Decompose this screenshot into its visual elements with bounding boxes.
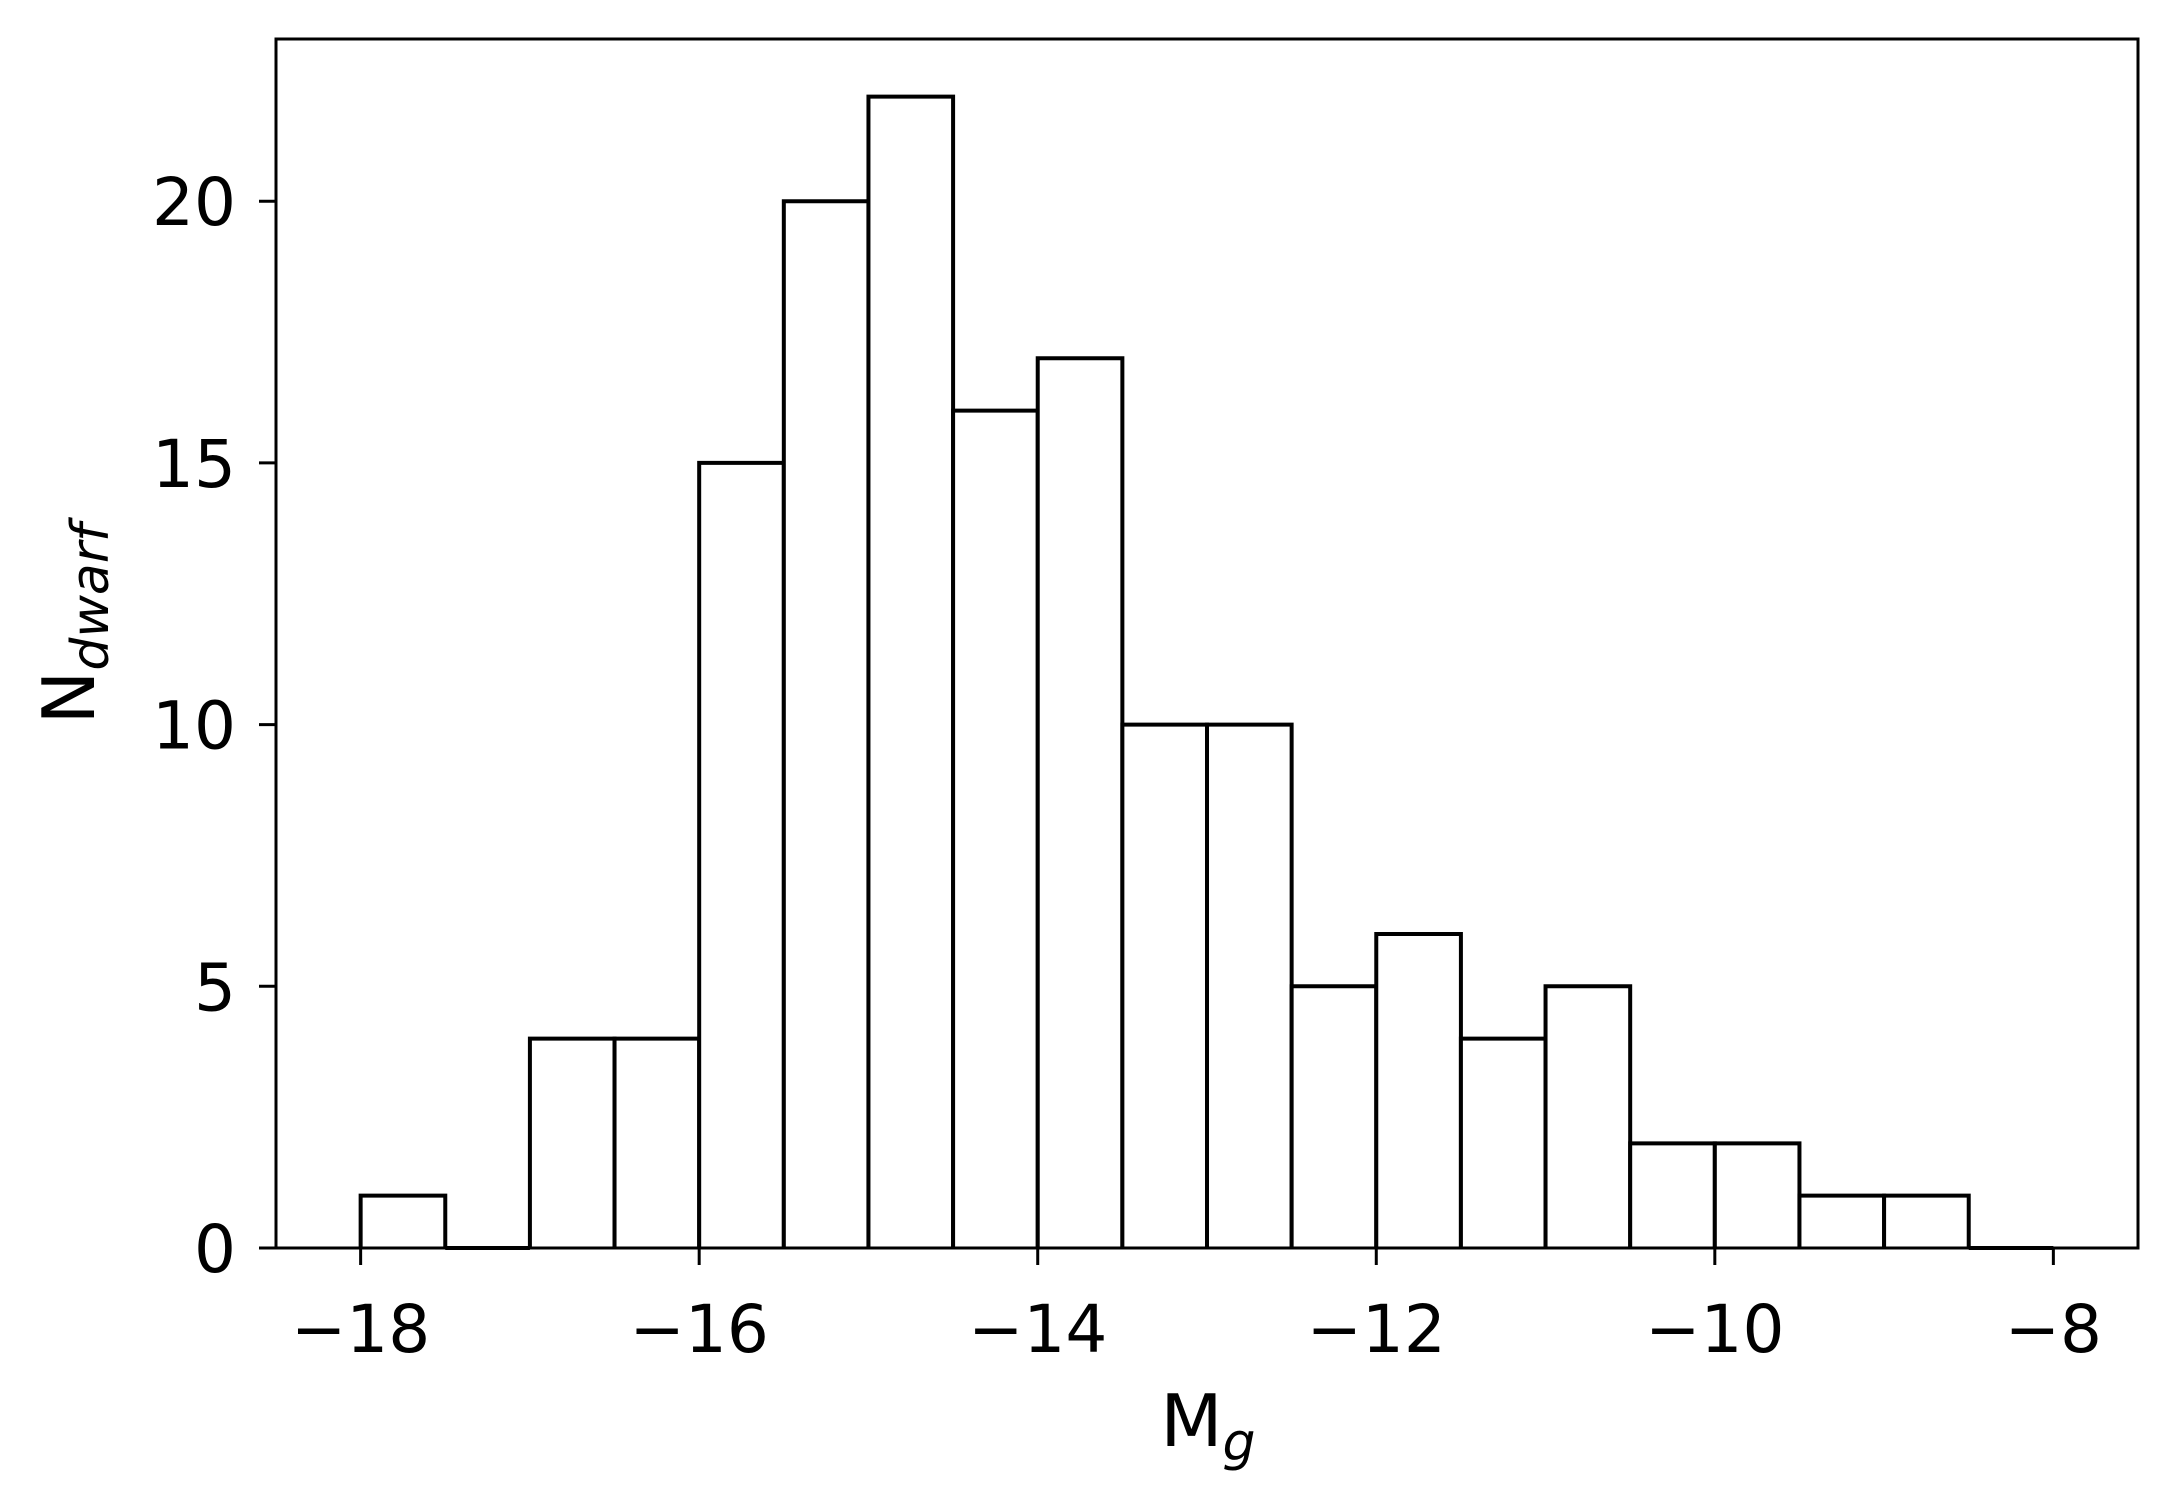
histogram-bar-14 (1543, 984, 1633, 1248)
y-tick-label: 20 (152, 164, 236, 241)
histogram-bar-5 (781, 199, 871, 1248)
plot-frame (274, 37, 2140, 1250)
histogram-bar-6 (866, 94, 956, 1248)
histogram-bar-10 (1205, 722, 1294, 1248)
x-axis-label-base: M (1160, 1379, 1222, 1463)
histogram-bar-7 (951, 408, 1040, 1248)
y-axis-label-sub: dwarf (61, 517, 121, 671)
y-axis-label: Ndwarf (27, 517, 121, 725)
histogram-bar-4 (697, 460, 786, 1248)
y-tick-label: 15 (152, 426, 236, 503)
x-tick-label: −14 (968, 1291, 1107, 1368)
histogram-bar-2 (527, 1036, 617, 1248)
histogram-bar-17 (1797, 1193, 1887, 1248)
histogram-bar-8 (1035, 356, 1125, 1248)
histogram-bar-3 (612, 1036, 702, 1248)
x-tick-label: −8 (2005, 1291, 2102, 1368)
histogram-bar-11 (1289, 984, 1379, 1248)
histogram-bar-0 (358, 1193, 448, 1248)
x-tick-label: −12 (1307, 1291, 1446, 1368)
y-axis-ticks: 0 5 10 15 20 (152, 164, 276, 1288)
histogram-bar-15 (1628, 1141, 1717, 1248)
x-axis-label: Mg (1160, 1379, 1255, 1473)
x-tick-label: −18 (291, 1291, 430, 1368)
y-axis-label-base: N (27, 671, 111, 725)
y-tick-label: 0 (194, 1211, 236, 1288)
histogram-bar-13 (1458, 1036, 1548, 1248)
histogram-bar-16 (1712, 1141, 1802, 1248)
x-axis-label-sub: g (1223, 1413, 1256, 1473)
histogram-bar-12 (1374, 931, 1463, 1248)
histogram-bar-18 (1882, 1193, 1971, 1248)
histogram-bars (358, 94, 2054, 1250)
x-tick-label: −16 (630, 1291, 769, 1368)
y-tick-label: 5 (194, 949, 236, 1026)
histogram-bar-9 (1120, 722, 1209, 1248)
x-tick-label: −10 (1645, 1291, 1784, 1368)
y-tick-label: 10 (152, 688, 236, 765)
x-axis-ticks: −18 −16 −14 −12 −10 −8 (291, 1248, 2102, 1368)
